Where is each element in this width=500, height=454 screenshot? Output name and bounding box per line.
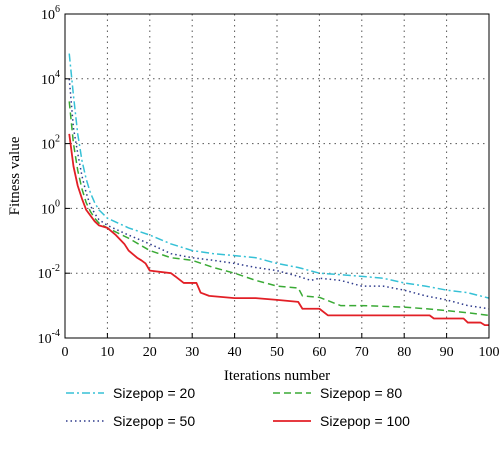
- y-tick-label: 104: [41, 69, 60, 88]
- y-tick-exponent: 6: [55, 4, 60, 15]
- y-tick-exponent: -2: [52, 263, 60, 274]
- y-tick-base: 10: [41, 73, 55, 88]
- y-tick-exponent: 4: [55, 69, 60, 80]
- legend-label: Sizepop = 50: [113, 413, 195, 429]
- x-tick-label: 0: [62, 345, 69, 360]
- series-line-1: [68, 53, 490, 299]
- y-tick-exponent: -4: [52, 328, 60, 339]
- y-tick-base: 10: [38, 267, 52, 282]
- y-tick-base: 10: [41, 202, 55, 217]
- y-tick-base: 10: [41, 138, 55, 153]
- y-tick-exponent: 0: [55, 198, 60, 209]
- y-tick-label: 100: [41, 198, 60, 217]
- x-tick-label: 60: [312, 345, 326, 360]
- x-tick-label: 50: [270, 345, 284, 360]
- x-tick-label: 10: [100, 345, 114, 360]
- legend-label: Sizepop = 100: [320, 413, 410, 429]
- legend-label: Sizepop = 20: [113, 385, 195, 401]
- y-axis-label: Fitness value: [7, 136, 23, 215]
- y-tick-base: 10: [38, 332, 52, 347]
- x-tick-label: 70: [355, 345, 369, 360]
- y-tick-label: 106: [41, 4, 60, 23]
- x-tick-label: 40: [228, 345, 242, 360]
- series-line-4: [68, 133, 489, 327]
- x-tick-label: 100: [479, 345, 500, 360]
- y-tick-label: 102: [41, 134, 60, 153]
- x-tick-label: 80: [397, 345, 411, 360]
- legend: Sizepop = 20 Sizepop = 50 Sizepop = 80 Size…: [66, 385, 410, 429]
- y-tick-label: 10-2: [38, 263, 60, 282]
- legend-label: Sizepop = 80: [320, 385, 402, 401]
- x-ticks: 0 10 20 30 40 50 60 70 80 90 100: [62, 333, 500, 360]
- x-axis-label: Iterations number: [224, 368, 330, 384]
- x-tick-label: 30: [185, 345, 199, 360]
- x-tick-label: 90: [440, 345, 454, 360]
- y-tick-base: 10: [41, 8, 55, 23]
- grid: [65, 14, 489, 338]
- series-line-2: [68, 78, 490, 310]
- series-layer: [68, 53, 490, 327]
- x-tick-label: 20: [143, 345, 157, 360]
- y-tick-exponent: 2: [55, 134, 60, 145]
- y-tick-label: 10-4: [38, 328, 60, 347]
